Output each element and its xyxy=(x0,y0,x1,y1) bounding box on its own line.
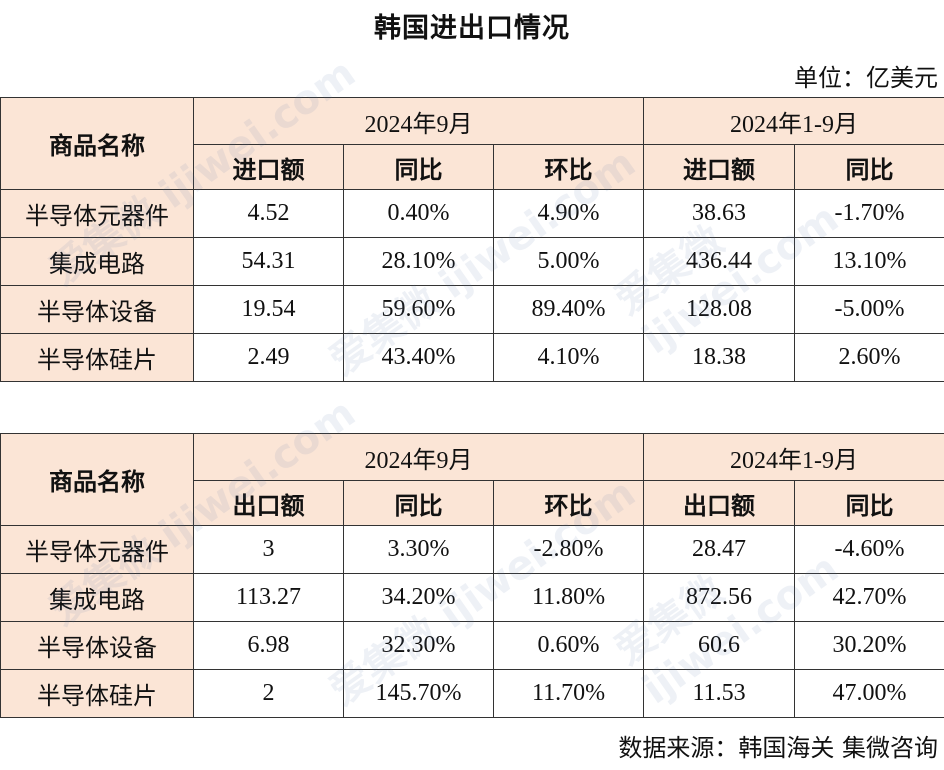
cell-ytd-yoy: -5.00% xyxy=(794,285,944,334)
cell-yoy: 59.60% xyxy=(343,285,494,334)
cell-mom: 11.70% xyxy=(492,669,645,718)
col-header-ytd-amount: 出口额 xyxy=(643,480,796,526)
table-row: 半导体设备 6.98 32.30% 0.60% 60.6 30.20% xyxy=(0,621,944,670)
cell-yoy: 34.20% xyxy=(343,573,494,622)
col-header-yoy: 同比 xyxy=(343,480,494,526)
col-header-ytd-amount: 进口额 xyxy=(643,144,796,190)
cell-ytd-yoy: -4.60% xyxy=(794,525,944,574)
col-header-ytd-yoy: 同比 xyxy=(794,480,944,526)
cell-ytd-amount: 28.47 xyxy=(643,525,796,574)
cell-mom: 5.00% xyxy=(492,237,645,286)
cell-mom: 4.90% xyxy=(492,189,645,238)
cell-amount: 113.27 xyxy=(193,573,344,622)
table-row: 半导体硅片 2.49 43.40% 4.10% 18.38 2.60% xyxy=(0,333,944,382)
cell-ytd-yoy: 47.00% xyxy=(794,669,944,718)
cell-yoy: 0.40% xyxy=(343,189,494,238)
row-name: 集成电路 xyxy=(0,573,194,622)
cell-ytd-amount: 872.56 xyxy=(643,573,796,622)
cell-yoy: 145.70% xyxy=(343,669,494,718)
cell-ytd-amount: 18.38 xyxy=(643,333,796,382)
cell-ytd-amount: 11.53 xyxy=(643,669,796,718)
cell-ytd-yoy: 42.70% xyxy=(794,573,944,622)
col-header-amount: 出口额 xyxy=(193,480,344,526)
name-header: 商品名称 xyxy=(0,433,194,526)
cell-ytd-amount: 436.44 xyxy=(643,237,796,286)
cell-yoy: 32.30% xyxy=(343,621,494,670)
cell-mom: 4.10% xyxy=(492,333,645,382)
row-name: 集成电路 xyxy=(0,237,194,286)
cell-mom: 11.80% xyxy=(492,573,645,622)
col-header-yoy: 同比 xyxy=(343,144,494,190)
col-header-amount: 进口额 xyxy=(193,144,344,190)
table-row: 半导体硅片 2 145.70% 11.70% 11.53 47.00% xyxy=(0,669,944,718)
row-name: 半导体元器件 xyxy=(0,525,194,574)
cell-ytd-yoy: 2.60% xyxy=(794,333,944,382)
cell-mom: 89.40% xyxy=(492,285,645,334)
cell-amount: 4.52 xyxy=(193,189,344,238)
cell-amount: 2.49 xyxy=(193,333,344,382)
group-header-ytd: 2024年1-9月 xyxy=(643,97,944,145)
row-name: 半导体设备 xyxy=(0,621,194,670)
cell-ytd-yoy: 13.10% xyxy=(794,237,944,286)
cell-amount: 54.31 xyxy=(193,237,344,286)
cell-ytd-amount: 128.08 xyxy=(643,285,796,334)
cell-amount: 3 xyxy=(193,525,344,574)
table-row: 集成电路 54.31 28.10% 5.00% 436.44 13.10% xyxy=(0,237,944,286)
col-header-mom: 环比 xyxy=(492,480,645,526)
group-header-month: 2024年9月 xyxy=(192,97,645,145)
table-row: 集成电路 113.27 34.20% 11.80% 872.56 42.70% xyxy=(0,573,944,622)
cell-ytd-amount: 38.63 xyxy=(643,189,796,238)
cell-amount: 2 xyxy=(193,669,344,718)
table-row: 半导体元器件 4.52 0.40% 4.90% 38.63 -1.70% xyxy=(0,189,944,238)
col-header-ytd-yoy: 同比 xyxy=(794,144,944,190)
cell-mom: 0.60% xyxy=(492,621,645,670)
col-header-mom: 环比 xyxy=(492,144,645,190)
cell-ytd-yoy: 30.20% xyxy=(794,621,944,670)
page-title: 韩国进出口情况 xyxy=(374,13,570,44)
table-row: 半导体设备 19.54 59.60% 89.40% 128.08 -5.00% xyxy=(0,285,944,334)
cell-amount: 6.98 xyxy=(193,621,344,670)
group-header-ytd: 2024年1-9月 xyxy=(643,433,944,481)
group-header-month: 2024年9月 xyxy=(192,433,645,481)
source-label: 数据来源：韩国海关 集微咨询 xyxy=(618,734,938,762)
row-name: 半导体硅片 xyxy=(0,669,194,718)
cell-amount: 19.54 xyxy=(193,285,344,334)
cell-yoy: 3.30% xyxy=(343,525,494,574)
export-table: 商品名称 2024年9月 2024年1-9月 出口额 同比 环比 出口额 同比 … xyxy=(0,433,944,718)
table-row: 半导体元器件 3 3.30% -2.80% 28.47 -4.60% xyxy=(0,525,944,574)
name-header: 商品名称 xyxy=(0,97,194,190)
cell-ytd-yoy: -1.70% xyxy=(794,189,944,238)
cell-ytd-amount: 60.6 xyxy=(643,621,796,670)
cell-yoy: 28.10% xyxy=(343,237,494,286)
cell-yoy: 43.40% xyxy=(343,333,494,382)
cell-mom: -2.80% xyxy=(492,525,645,574)
row-name: 半导体元器件 xyxy=(0,189,194,238)
row-name: 半导体硅片 xyxy=(0,333,194,382)
import-table: 商品名称 2024年9月 2024年1-9月 进口额 同比 环比 进口额 同比 … xyxy=(0,97,944,382)
unit-label: 单位：亿美元 xyxy=(794,64,938,92)
row-name: 半导体设备 xyxy=(0,285,194,334)
